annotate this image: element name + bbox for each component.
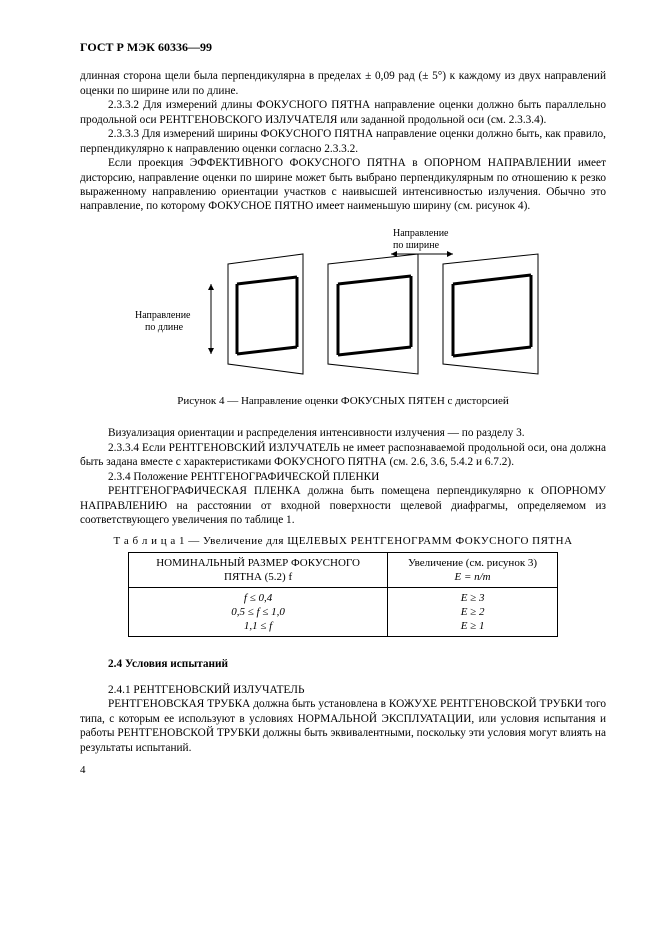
fig4-shape-3 (443, 254, 538, 374)
sec-2-4-1: 2.4.1 РЕНТГЕНОВСКИЙ ИЗЛУЧАТЕЛЬ (80, 683, 606, 697)
table-1-header-1: НОМИНАЛЬНЫЙ РАЗМЕР ФОКУСНОГОПЯТНА (5.2) … (129, 552, 388, 587)
fig4-label-length: Направление (135, 310, 191, 321)
table-1-caption: Т а б л и ц а 1 — Увеличение для ЩЕЛЕВЫХ… (80, 534, 606, 548)
fig4-shape-1 (228, 254, 303, 374)
para-2331-cont: длинная сторона щели была перпендикулярн… (80, 69, 606, 98)
fig4-label-width2: по ширине (393, 240, 440, 251)
para-234-body: РЕНТГЕНОГРАФИЧЕСКАЯ ПЛЕНКА должна быть п… (80, 484, 606, 527)
fig4-shape-2 (328, 254, 418, 374)
para-2333: 2.3.3.3 Для измерений ширины ФОКУСНОГО П… (80, 127, 606, 156)
para-2334: 2.3.3.4 Если РЕНТГЕНОВСКИЙ ИЗЛУЧАТЕЛЬ не… (80, 441, 606, 470)
para-241-body: РЕНТГЕНОВСКАЯ ТРУБКА должна быть установ… (80, 697, 606, 755)
sec-2-4: 2.4 Условия испытаний (80, 657, 606, 671)
figure-4-caption: Рисунок 4 — Направление оценки ФОКУСНЫХ … (80, 394, 606, 408)
page-number: 4 (80, 763, 606, 777)
para-2333-cont: Если проекция ЭФФЕКТИВНОГО ФОКУСНОГО ПЯТ… (80, 156, 606, 214)
fig4-label-length2: по длине (145, 322, 184, 333)
para-234: 2.3.4 Положение РЕНТГЕНОГРАФИЧЕСКОЙ ПЛЕН… (80, 470, 606, 484)
table-row: f ≤ 0,4 0,5 ≤ f ≤ 1,0 1,1 ≤ f (129, 587, 388, 636)
fig4-label-width: Направление (393, 228, 449, 239)
para-2332: 2.3.3.2 Для измерений длины ФОКУСНОГО ПЯ… (80, 98, 606, 127)
para-vis: Визуализация ориентации и распределения … (80, 426, 606, 440)
doc-header: ГОСТ Р МЭК 60336—99 (80, 40, 606, 55)
table-1-header-2: Увеличение (см. рисунок 3)E = n/m (388, 552, 558, 587)
table-row: E ≥ 3 E ≥ 2 E ≥ 1 (388, 587, 558, 636)
table-1: НОМИНАЛЬНЫЙ РАЗМЕР ФОКУСНОГОПЯТНА (5.2) … (128, 552, 558, 637)
figure-4: Направление по ширине Направление по дли… (80, 224, 606, 388)
